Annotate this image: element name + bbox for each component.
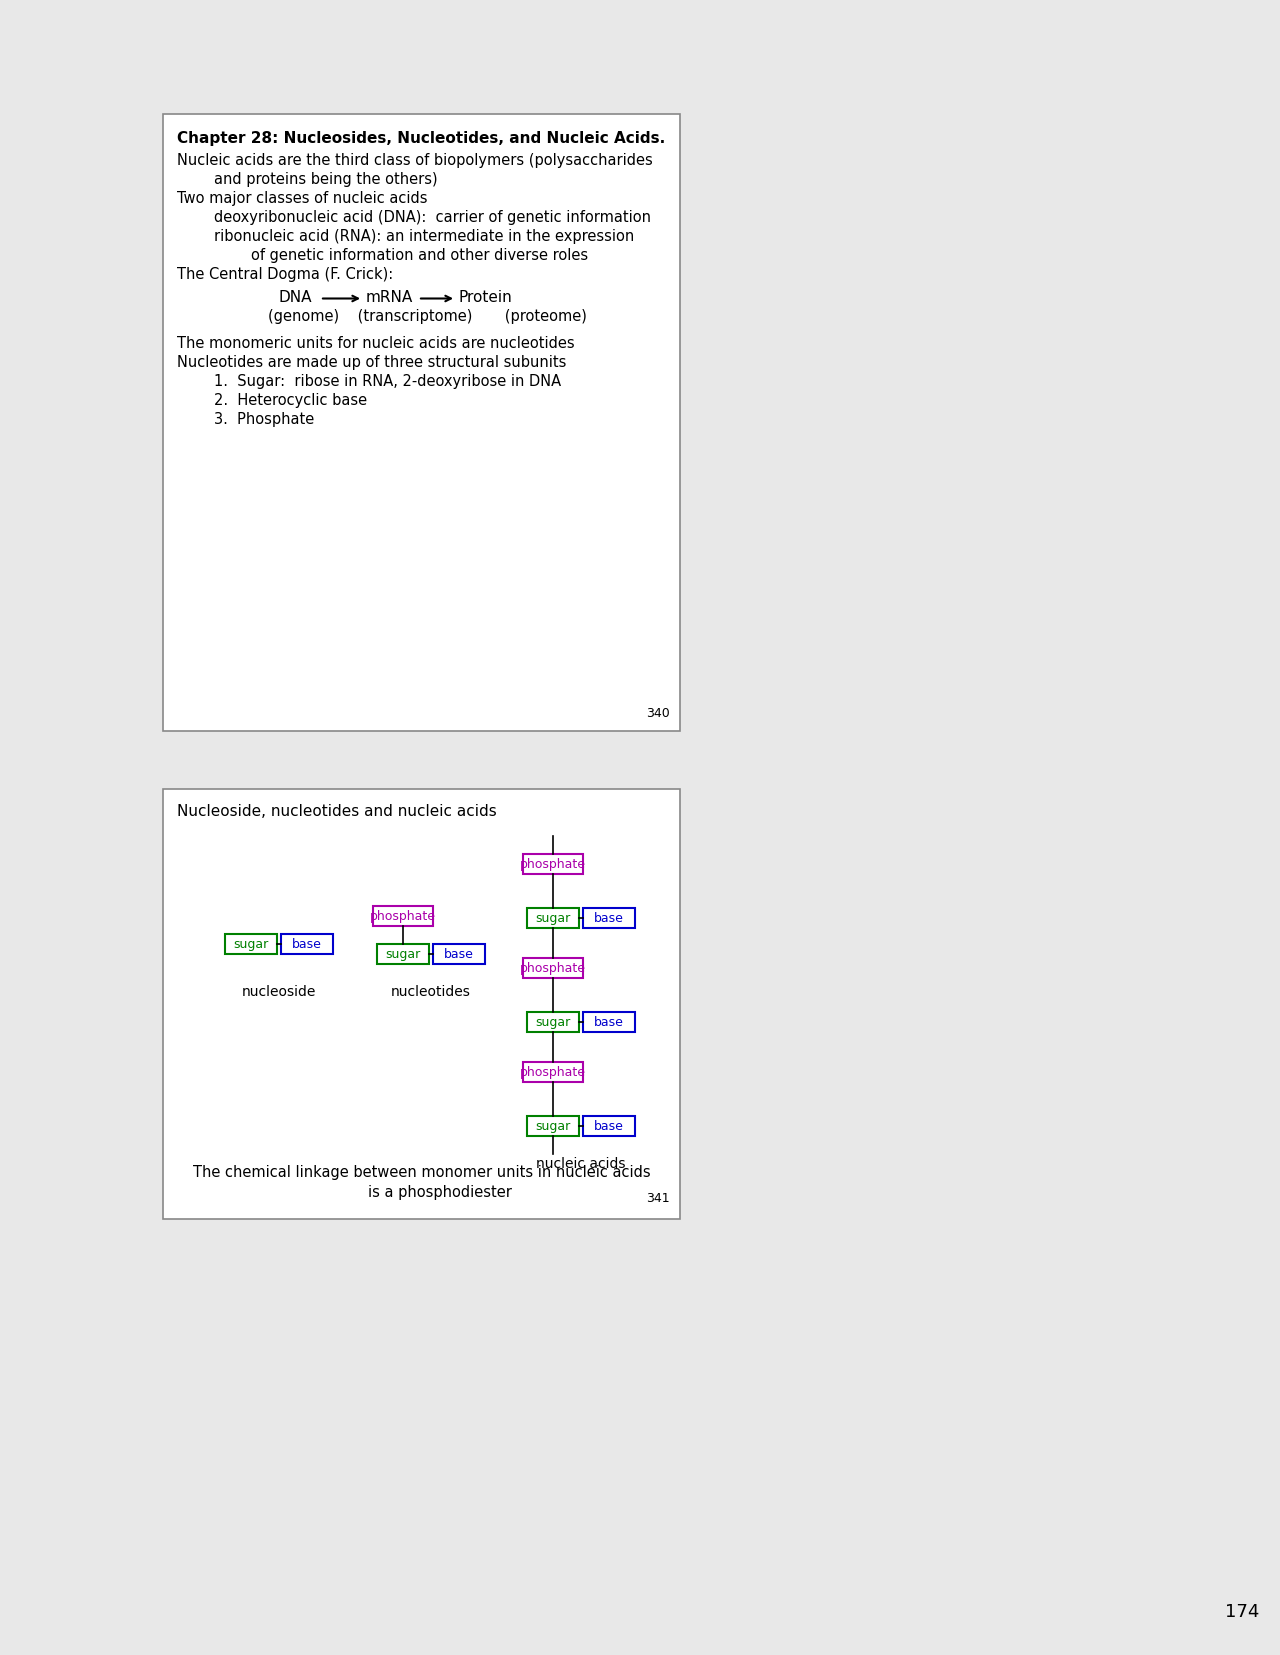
Text: 2.  Heterocyclic base: 2. Heterocyclic base xyxy=(177,392,367,407)
Text: of genetic information and other diverse roles: of genetic information and other diverse… xyxy=(177,248,588,263)
Bar xyxy=(372,907,433,927)
Text: base: base xyxy=(594,912,623,925)
Bar xyxy=(163,114,680,732)
Text: Nucleoside, nucleotides and nucleic acids: Nucleoside, nucleotides and nucleic acid… xyxy=(177,804,497,819)
Text: The chemical linkage between monomer units in nucleic acids: The chemical linkage between monomer uni… xyxy=(193,1165,650,1180)
Text: sugar: sugar xyxy=(535,912,571,925)
Text: Chapter 28: Nucleosides, Nucleotides, and Nucleic Acids.: Chapter 28: Nucleosides, Nucleotides, an… xyxy=(177,131,666,146)
Text: mRNA: mRNA xyxy=(366,290,413,305)
Text: phosphate: phosphate xyxy=(370,910,436,923)
Text: deoxyribonucleic acid (DNA):  carrier of genetic information: deoxyribonucleic acid (DNA): carrier of … xyxy=(177,210,652,225)
Bar xyxy=(527,1013,579,1033)
Text: sugar: sugar xyxy=(535,1016,571,1029)
Text: base: base xyxy=(444,948,474,962)
Bar xyxy=(582,1013,635,1033)
Text: 340: 340 xyxy=(646,707,669,720)
Text: Nucleic acids are the third class of biopolymers (polysaccharides: Nucleic acids are the third class of bio… xyxy=(177,152,653,167)
Text: Protein: Protein xyxy=(460,290,513,305)
Text: (genome)    (transcriptome)       (proteome): (genome) (transcriptome) (proteome) xyxy=(268,309,586,324)
Text: phosphate: phosphate xyxy=(520,962,586,975)
Text: Two major classes of nucleic acids: Two major classes of nucleic acids xyxy=(177,190,428,205)
Bar xyxy=(582,909,635,928)
Text: base: base xyxy=(292,938,323,952)
Text: 1.  Sugar:  ribose in RNA, 2-deoxyribose in DNA: 1. Sugar: ribose in RNA, 2-deoxyribose i… xyxy=(177,374,561,389)
Text: nucleic acids: nucleic acids xyxy=(536,1157,626,1170)
Text: and proteins being the others): and proteins being the others) xyxy=(177,172,438,187)
Bar xyxy=(225,935,276,955)
Bar xyxy=(524,1063,582,1082)
Text: is a phosphodiester: is a phosphodiester xyxy=(332,1185,512,1200)
Bar xyxy=(378,945,429,965)
Text: sugar: sugar xyxy=(385,948,421,962)
Bar xyxy=(433,945,485,965)
Text: phosphate: phosphate xyxy=(520,857,586,871)
Text: sugar: sugar xyxy=(233,938,269,952)
Bar xyxy=(527,1117,579,1137)
Text: base: base xyxy=(594,1120,623,1132)
Bar xyxy=(582,1117,635,1137)
Bar xyxy=(163,789,680,1220)
Text: 341: 341 xyxy=(646,1192,669,1205)
Text: nucleoside: nucleoside xyxy=(242,985,316,998)
Text: nucleotides: nucleotides xyxy=(392,985,471,998)
Bar xyxy=(524,854,582,874)
Bar xyxy=(524,958,582,978)
Text: phosphate: phosphate xyxy=(520,1066,586,1079)
Text: 174: 174 xyxy=(1225,1602,1260,1620)
Text: Nucleotides are made up of three structural subunits: Nucleotides are made up of three structu… xyxy=(177,354,566,369)
Text: DNA: DNA xyxy=(278,290,311,305)
Bar xyxy=(527,909,579,928)
Text: 3.  Phosphate: 3. Phosphate xyxy=(177,412,315,427)
Text: The Central Dogma (F. Crick):: The Central Dogma (F. Crick): xyxy=(177,266,393,281)
Text: base: base xyxy=(594,1016,623,1029)
Text: sugar: sugar xyxy=(535,1120,571,1132)
Bar xyxy=(282,935,333,955)
Text: ribonucleic acid (RNA): an intermediate in the expression: ribonucleic acid (RNA): an intermediate … xyxy=(177,228,635,243)
Text: The monomeric units for nucleic acids are nucleotides: The monomeric units for nucleic acids ar… xyxy=(177,336,575,351)
